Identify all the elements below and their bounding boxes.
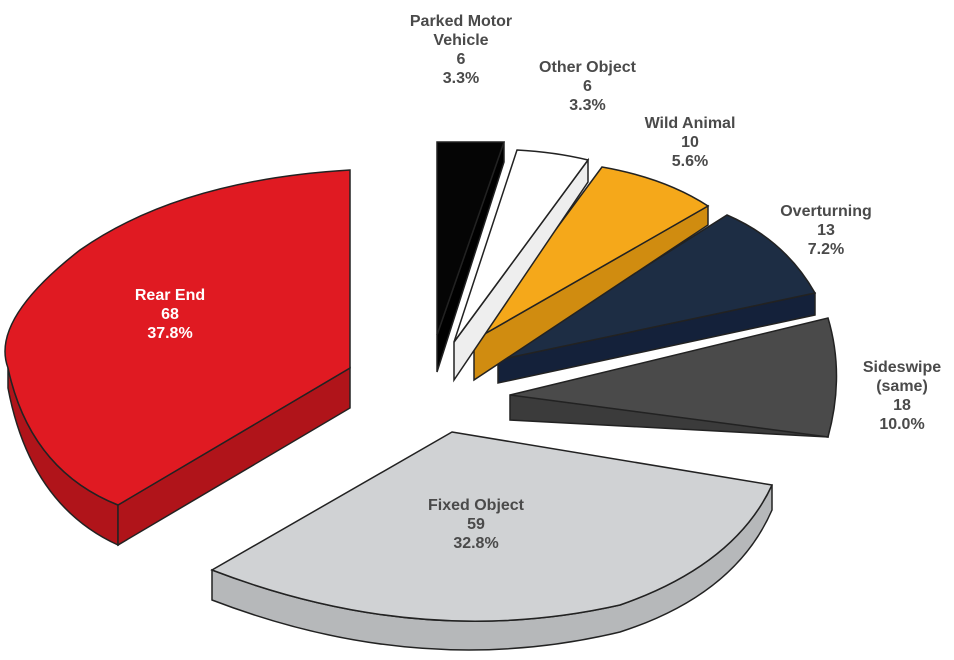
slice-parked-motor-vehicle [436,141,506,373]
slice-rear-end-top [4,169,351,506]
slice-sideswipe [509,317,838,438]
slice-fixed-object [210,431,774,651]
label-other-object: Other Object 6 3.3% [539,59,636,114]
label-parked-motor-vehicle: Parked Motor Vehicle 6 3.3% [409,13,513,87]
slice-fixed-object-top [210,431,774,622]
label-fixed-object: Fixed Object 59 32.8% [427,497,525,552]
slice-parked-motor-vehicle-top [436,141,506,336]
label-rear-end: Rear End 68 37.8% [134,287,206,342]
slice-rear-end [4,169,351,547]
slice-sideswipe-top [509,317,838,438]
label-overturning: Overturning 13 7.2% [780,203,872,258]
slice-overturning-top [497,214,817,361]
slice-other-object-top [453,149,590,343]
slice-other-object [453,149,590,383]
label-wild-animal: Wild Animal 10 5.6% [644,115,736,170]
label-sideswipe: Sideswipe (same) 18 10.0% [862,359,942,433]
slice-overturning [497,214,817,384]
slice-wild-animal [473,166,710,382]
slice-wild-animal-top [473,166,710,341]
